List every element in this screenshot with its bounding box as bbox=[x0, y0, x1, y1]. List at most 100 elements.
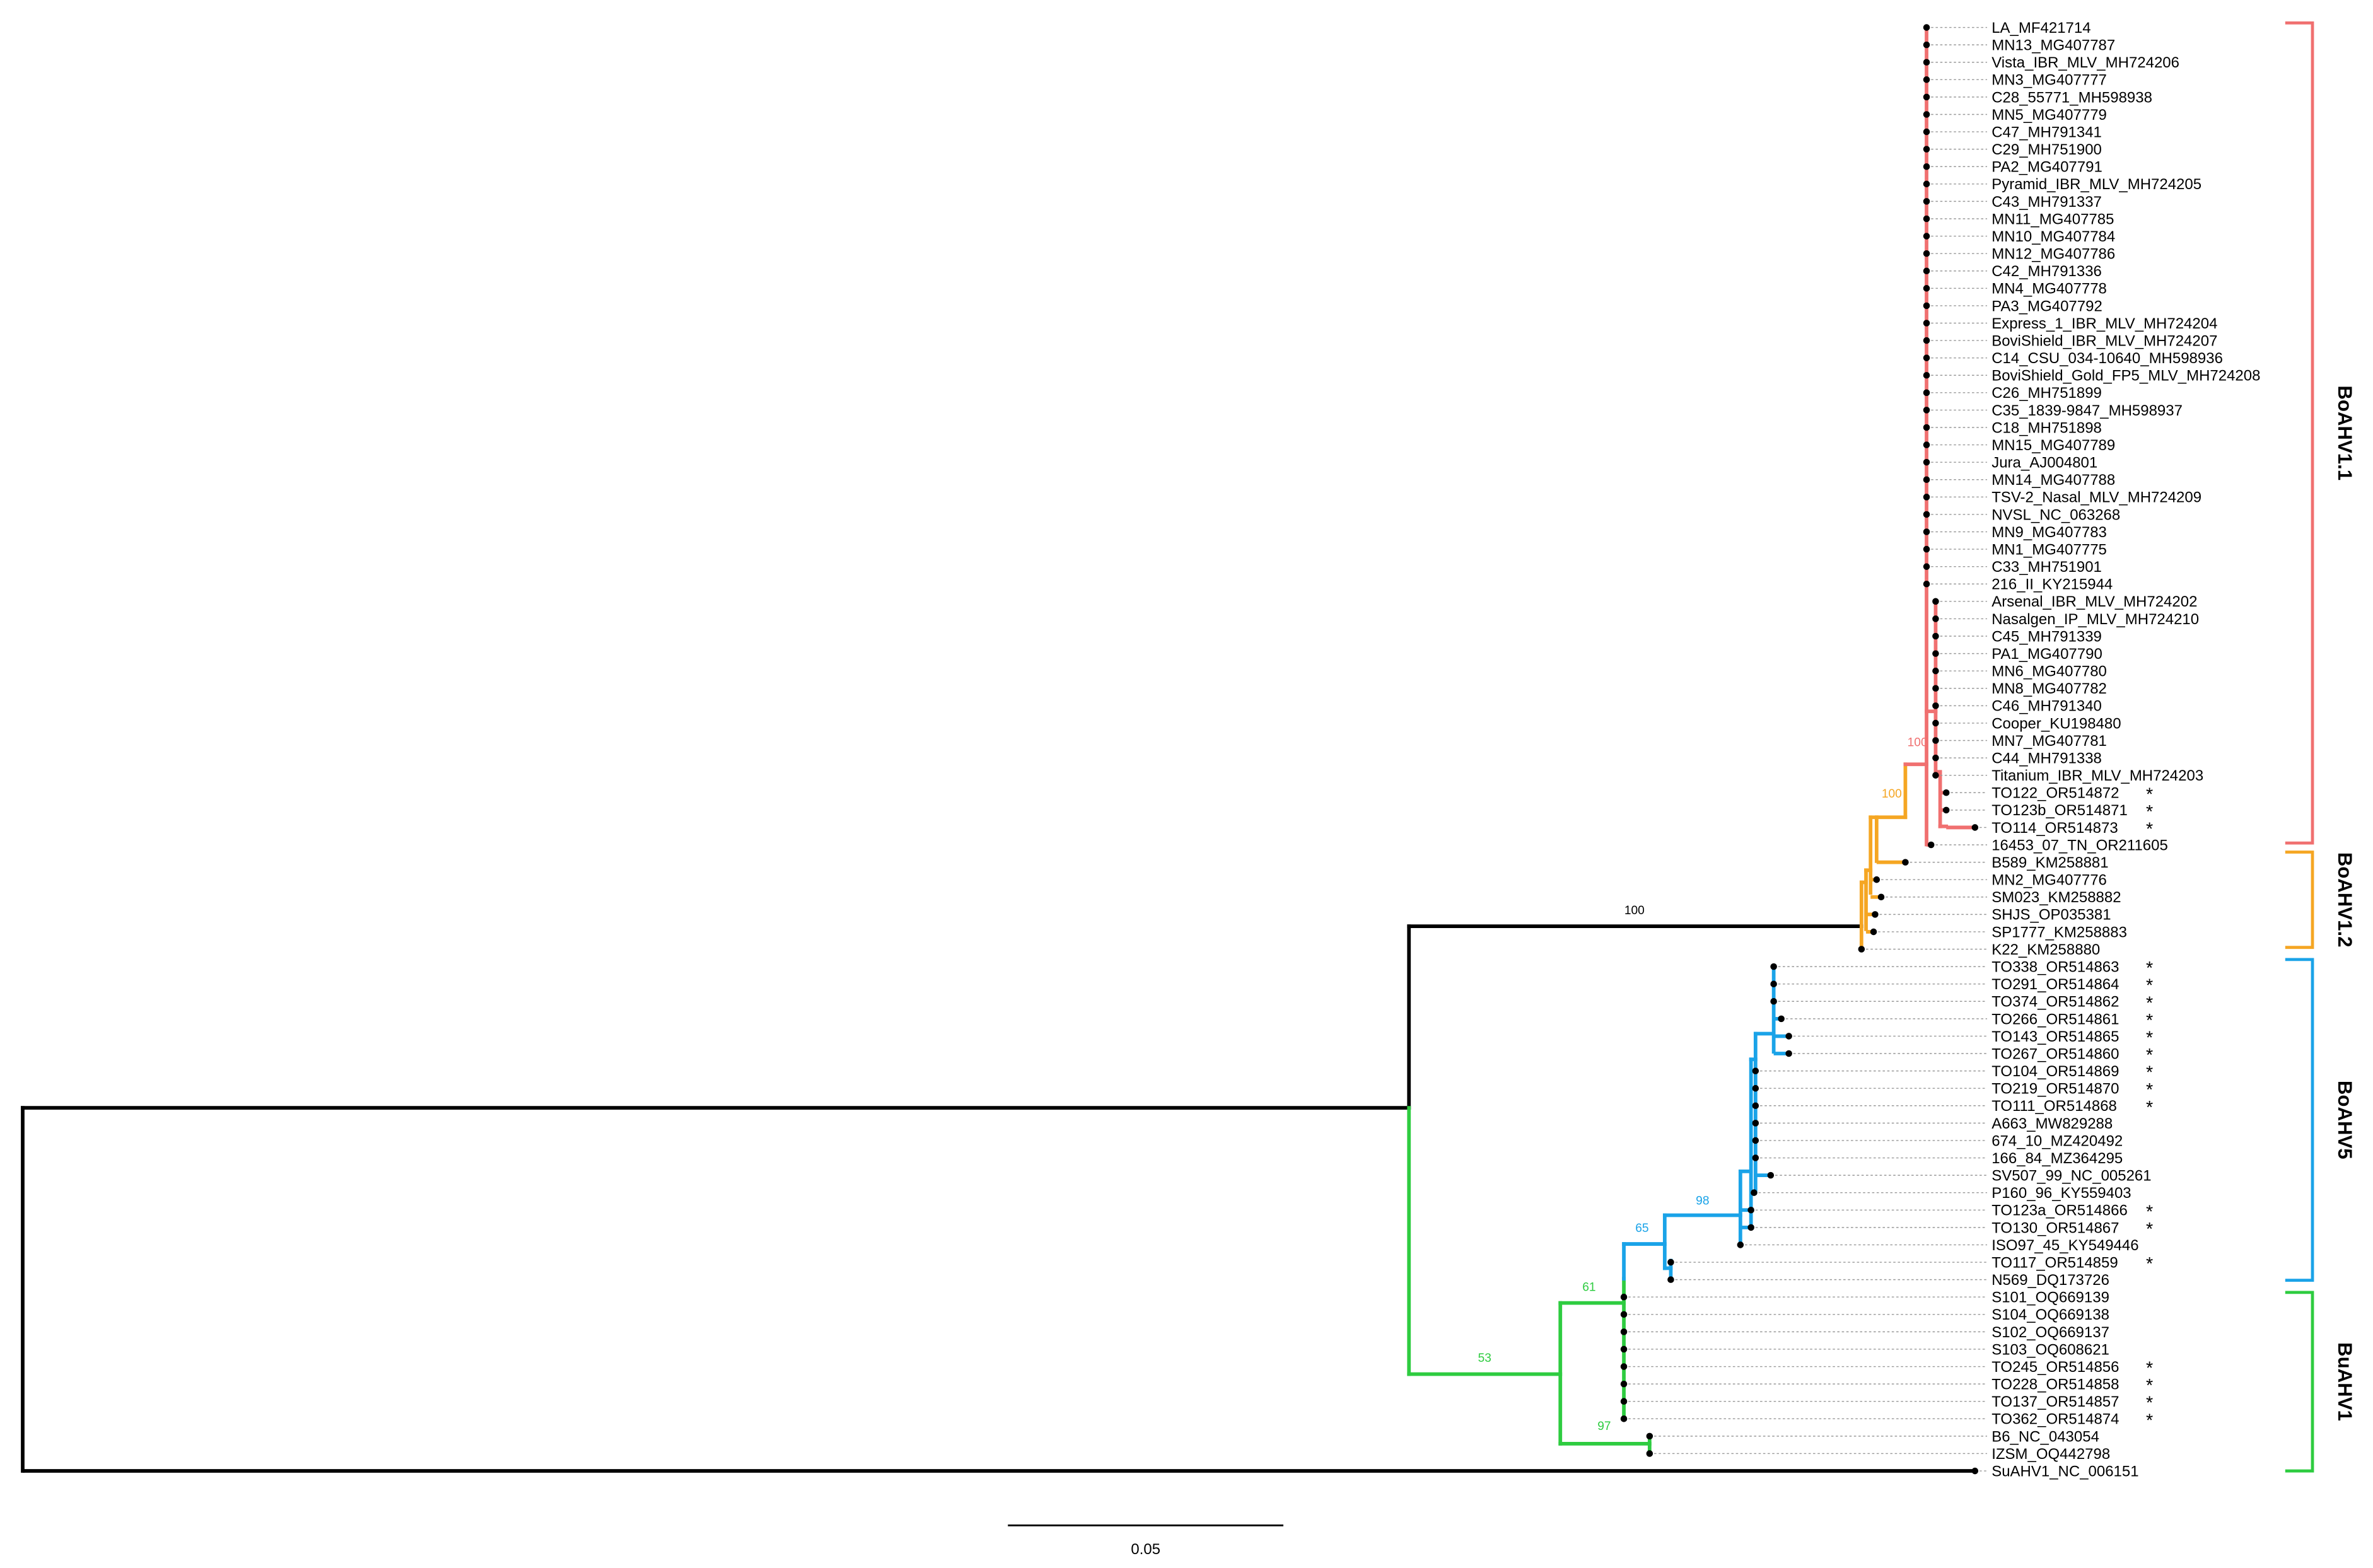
leaf-label: TO137_OR514857 bbox=[1991, 1393, 2119, 1410]
tip-node bbox=[1902, 859, 1909, 866]
tip-node bbox=[1932, 737, 1939, 744]
leaf-label: MN1_MG407775 bbox=[1991, 541, 2107, 558]
leaf-marker: * bbox=[2146, 1080, 2153, 1100]
support-value: 61 bbox=[1582, 1281, 1595, 1294]
clade-label: BoAHV1.2 bbox=[2334, 852, 2356, 948]
leaf-label: C33_MH751901 bbox=[1991, 559, 2102, 576]
leaf-label: Express_1_IBR_MLV_MH724204 bbox=[1991, 315, 2217, 332]
leaf-label: Pyramid_IBR_MLV_MH724205 bbox=[1991, 176, 2201, 193]
support-value: 100 bbox=[1908, 736, 1928, 750]
support-value: 97 bbox=[1597, 1420, 1611, 1433]
tip-node bbox=[1932, 719, 1939, 727]
clade-bracket bbox=[2285, 851, 2314, 950]
tip-node bbox=[1752, 1102, 1759, 1110]
leaf-label: MN14_MG407788 bbox=[1991, 472, 2115, 489]
tip-node bbox=[1923, 354, 1930, 361]
leaf-label: C18_MH751898 bbox=[1991, 419, 2102, 436]
leaf-label: TO266_OR514861 bbox=[1991, 1011, 2119, 1028]
support-value: 100 bbox=[1882, 787, 1902, 801]
tip-node bbox=[1752, 1084, 1759, 1092]
leaf-label: ISO97_45_KY549446 bbox=[1991, 1237, 2138, 1254]
tip-node bbox=[1923, 371, 1930, 379]
tip-node bbox=[1932, 632, 1939, 640]
leaf-label: C29_MH751900 bbox=[1991, 141, 2102, 158]
leaf-label: B589_KM258881 bbox=[1991, 854, 2108, 871]
leaf-label: C45_MH791339 bbox=[1991, 628, 2102, 645]
leaf-label: TO374_OR514862 bbox=[1991, 994, 2119, 1011]
tip-node bbox=[1923, 76, 1930, 83]
leaf-label: Vista_IBR_MLV_MH724206 bbox=[1991, 54, 2179, 71]
tip-node bbox=[1785, 1033, 1792, 1040]
tip-node bbox=[1770, 980, 1777, 987]
leaf-label: C28_55771_MH598938 bbox=[1991, 89, 2152, 106]
leaf-label: 16453_07_TN_OR211605 bbox=[1991, 837, 2168, 854]
leaf-label: MN2_MG407776 bbox=[1991, 872, 2107, 889]
leaf-label: TO123b_OR514871 bbox=[1991, 802, 2128, 819]
leaf-label: S103_OQ608621 bbox=[1991, 1341, 2109, 1358]
leaf-label: MN15_MG407789 bbox=[1991, 437, 2115, 454]
leaf-label: 674_10_MZ420492 bbox=[1991, 1132, 2123, 1149]
tip-node bbox=[1923, 563, 1930, 570]
leaf-marker: * bbox=[2146, 1410, 2153, 1431]
tip-node bbox=[1923, 494, 1930, 501]
leaf-label: Arsenal_IBR_MLV_MH724202 bbox=[1991, 593, 2197, 610]
tip-node bbox=[1620, 1398, 1628, 1405]
leaf-label: NVSL_NC_063268 bbox=[1991, 506, 2120, 523]
leaf-label: TO219_OR514870 bbox=[1991, 1081, 2119, 1098]
tip-node bbox=[1932, 615, 1939, 622]
leaf-label: SP1777_KM258883 bbox=[1991, 924, 2127, 941]
tip-node bbox=[1942, 789, 1950, 796]
tip-node bbox=[1923, 215, 1930, 223]
leaf-label: C26_MH751899 bbox=[1991, 385, 2102, 402]
tip-node bbox=[1932, 772, 1939, 779]
leaf-label: P160_96_KY559403 bbox=[1991, 1185, 2131, 1202]
leaf-marker: * bbox=[2146, 819, 2153, 839]
tip-node bbox=[1927, 841, 1935, 849]
clade-label: BoAHV5 bbox=[2334, 1081, 2356, 1159]
tip-node bbox=[1923, 389, 1930, 397]
clade-bracket bbox=[2285, 1291, 2314, 1473]
leaf-label: TO114_OR514873 bbox=[1991, 820, 2118, 837]
tip-node bbox=[1923, 93, 1930, 101]
leaf-label: C42_MH791336 bbox=[1991, 263, 2102, 280]
leaf-marker: * bbox=[2146, 1028, 2153, 1048]
clade-bracket bbox=[2285, 958, 2314, 1282]
tip-node bbox=[1923, 233, 1930, 240]
leaf-marker: * bbox=[2146, 1045, 2153, 1066]
tip-node bbox=[1942, 806, 1950, 814]
leaf-label: S104_OQ669138 bbox=[1991, 1306, 2109, 1323]
leaf-label: C44_MH791338 bbox=[1991, 750, 2102, 767]
leaf-label: PA3_MG407792 bbox=[1991, 298, 2102, 315]
leaf-marker: * bbox=[2146, 784, 2153, 804]
tip-node bbox=[1932, 598, 1939, 605]
tip-node bbox=[1923, 458, 1930, 466]
tip-node bbox=[1923, 320, 1930, 327]
leaf-label: MN6_MG407780 bbox=[1991, 663, 2107, 680]
tip-node bbox=[1923, 407, 1930, 414]
leaf-marker: * bbox=[2146, 1202, 2153, 1222]
leaf-marker: * bbox=[2146, 1011, 2153, 1031]
leaf-label: TO122_OR514872 bbox=[1991, 785, 2119, 802]
leaf-label: TO117_OR514859 bbox=[1991, 1254, 2118, 1271]
tip-node bbox=[1971, 1467, 1979, 1475]
tip-node bbox=[1923, 250, 1930, 257]
leaf-label: MN11_MG407785 bbox=[1991, 211, 2114, 228]
leaf-marker: * bbox=[2146, 1098, 2153, 1118]
leaf-label: B6_NC_043054 bbox=[1991, 1428, 2099, 1445]
leaf-label: TO245_OR514856 bbox=[1991, 1359, 2119, 1376]
tip-node bbox=[1932, 702, 1939, 709]
leaf-label: MN13_MG407787 bbox=[1991, 37, 2115, 54]
leaf-label: TO130_OR514867 bbox=[1991, 1219, 2119, 1236]
leaf-label: A663_MW829288 bbox=[1991, 1115, 2113, 1132]
leaf-label: TO228_OR514858 bbox=[1991, 1376, 2119, 1393]
tip-node bbox=[1932, 754, 1939, 762]
leaf-label: S102_OQ669137 bbox=[1991, 1324, 2109, 1341]
tip-node bbox=[1747, 1224, 1754, 1231]
leaf-label: MN7_MG407781 bbox=[1991, 733, 2107, 750]
tip-node bbox=[1923, 111, 1930, 118]
tip-node bbox=[1877, 893, 1885, 901]
scale-bar-label: 0.05 bbox=[1131, 1541, 1160, 1558]
tip-node bbox=[1620, 1363, 1628, 1370]
tip-node bbox=[1667, 1276, 1674, 1283]
tip-node bbox=[1620, 1293, 1628, 1301]
